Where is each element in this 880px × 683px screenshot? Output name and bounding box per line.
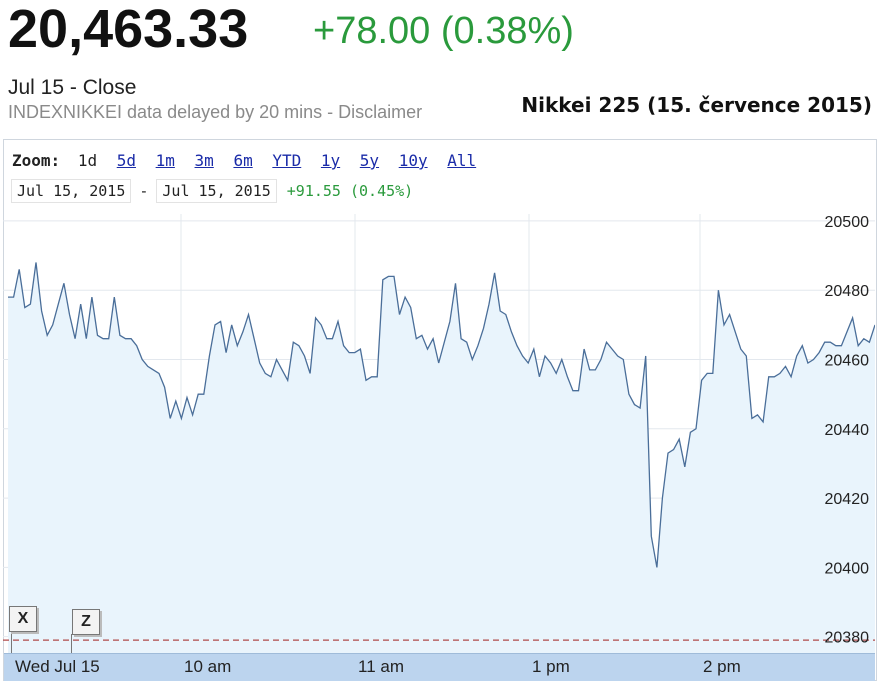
index-price: 20,463.33: [8, 0, 249, 59]
zoom-option[interactable]: 5d: [116, 151, 136, 170]
y-tick-label: 20460: [825, 353, 870, 370]
y-tick-label: 20420: [825, 491, 870, 508]
zoom-option[interactable]: 1m: [155, 151, 175, 170]
price-change: +78.00 (0.38%): [313, 10, 574, 52]
x-axis-band: [4, 653, 875, 681]
zoom-option[interactable]: 1d: [77, 151, 98, 170]
zoom-label: Zoom:: [12, 151, 61, 170]
end-date-field[interactable]: Jul 15, 2015: [156, 179, 277, 203]
zoom-bar: Zoom: 1d 5d 1m 3m 6m YTD 1y 5y 10y All: [12, 151, 486, 170]
y-tick-label: 20480: [825, 283, 870, 300]
price-chart[interactable]: 20380 20400 20420 20440 20460 20480 20500: [3, 214, 875, 654]
flag-pole: [11, 632, 12, 653]
delayed-notice[interactable]: INDEXNIKKEI data delayed by 20 mins - Di…: [8, 102, 423, 122]
x-tick-label: 2 pm: [703, 657, 741, 676]
price-area: [8, 262, 875, 654]
zoom-option[interactable]: 3m: [194, 151, 214, 170]
x-tick-label: Wed Jul 15: [15, 657, 100, 676]
flag-pole: [71, 634, 72, 653]
price-line: [8, 262, 875, 568]
close-label: Jul 15 - Close: [8, 76, 137, 99]
y-tick-label: 20440: [825, 422, 870, 439]
start-date-field[interactable]: Jul 15, 2015: [11, 179, 132, 203]
range-change: +91.55 (0.45%): [286, 182, 414, 200]
flag-marker-z[interactable]: Z: [72, 609, 100, 635]
x-tick-label: 1 pm: [532, 657, 570, 676]
y-tick-label: 20380: [825, 630, 870, 647]
zoom-option[interactable]: 1y: [320, 151, 341, 170]
zoom-option[interactable]: 10y: [398, 151, 428, 170]
y-tick-label: 20400: [825, 560, 870, 577]
chart-caption: Nikkei 225 (15. července 2015): [521, 93, 872, 117]
zoom-option[interactable]: 5y: [359, 151, 380, 170]
zoom-option[interactable]: 6m: [233, 151, 253, 170]
date-range: Jul 15, 2015 - Jul 15, 2015 +91.55 (0.45…: [11, 179, 413, 203]
flag-marker-x[interactable]: X: [9, 606, 37, 632]
zoom-option[interactable]: All: [447, 151, 477, 170]
y-tick-label: 20500: [825, 214, 870, 231]
x-tick-label: 11 am: [358, 657, 404, 676]
date-separator: -: [139, 182, 149, 200]
zoom-option[interactable]: YTD: [272, 151, 302, 170]
x-tick-label: 10 am: [184, 657, 232, 676]
